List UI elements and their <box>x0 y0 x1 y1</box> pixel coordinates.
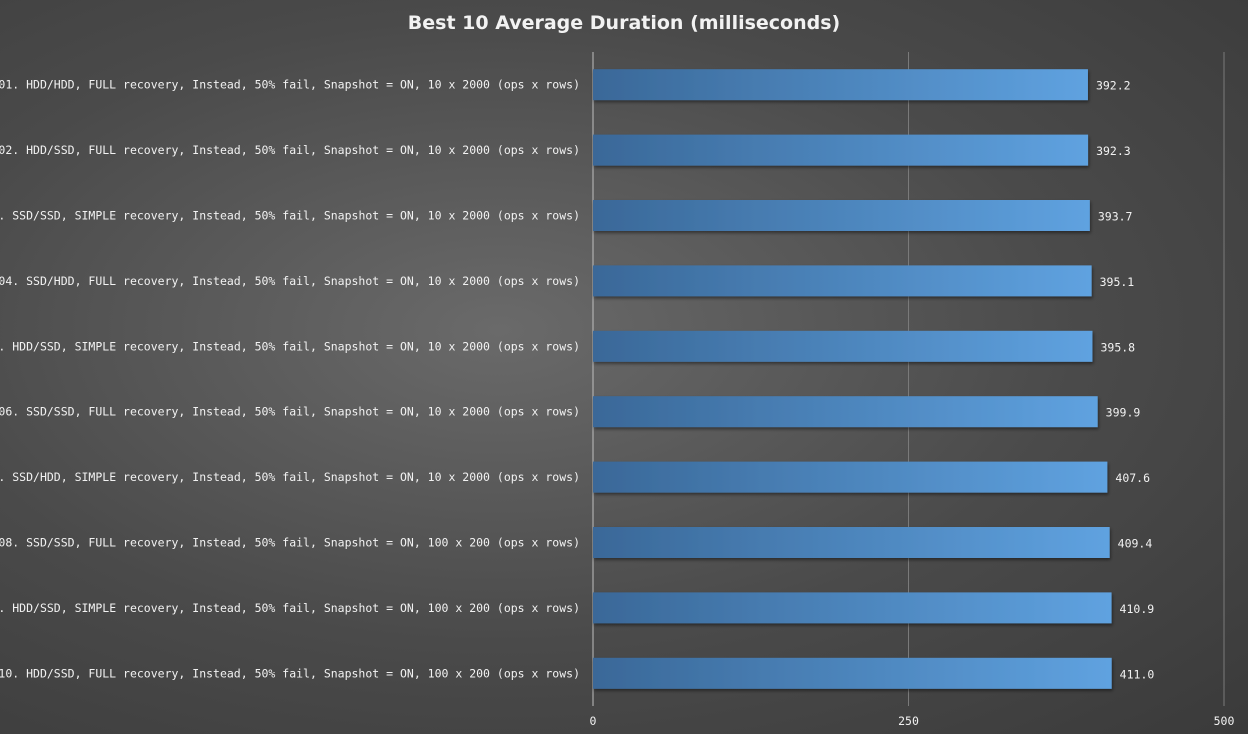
bar <box>593 200 1090 231</box>
bar <box>593 330 1093 362</box>
category-label: 009. HDD/SSD, SIMPLE recovery, Instead, … <box>0 601 580 615</box>
data-label: 395.8 <box>1100 340 1135 354</box>
bar <box>593 657 1112 689</box>
chart-title: Best 10 Average Duration (milliseconds) <box>408 12 840 34</box>
bar <box>593 592 1112 624</box>
bar <box>593 265 1092 297</box>
data-label: 395.1 <box>1100 275 1135 289</box>
data-label: 410.9 <box>1120 602 1155 616</box>
bar <box>593 134 1089 166</box>
category-label: 005. HDD/SSD, SIMPLE recovery, Instead, … <box>0 339 580 353</box>
category-label: 004. SSD/HDD, FULL recovery, Instead, 50… <box>0 274 580 288</box>
data-label: 399.9 <box>1106 406 1141 420</box>
category-label: 010. HDD/SSD, FULL recovery, Instead, 50… <box>0 666 580 680</box>
x-tick-label: 250 <box>898 714 919 728</box>
category-label: 002. HDD/SSD, FULL recovery, Instead, 50… <box>0 143 580 157</box>
data-label: 407.6 <box>1115 471 1150 485</box>
data-label: 393.7 <box>1098 210 1133 224</box>
category-label: 001. HDD/HDD, FULL recovery, Instead, 50… <box>0 78 580 92</box>
bar <box>593 527 1110 558</box>
category-label: 008. SSD/SSD, FULL recovery, Instead, 50… <box>0 536 580 550</box>
x-tick-label: 0 <box>590 714 597 728</box>
category-label: 007. SSD/HDD, SIMPLE recovery, Instead, … <box>0 470 580 484</box>
category-label: 006. SSD/SSD, FULL recovery, Instead, 50… <box>0 405 580 419</box>
bar <box>593 461 1108 493</box>
data-label: 411.0 <box>1120 667 1155 681</box>
bar <box>593 396 1098 428</box>
data-label: 392.3 <box>1096 144 1131 158</box>
data-label: 392.2 <box>1096 79 1131 93</box>
data-label: 409.4 <box>1118 537 1153 551</box>
x-tick-label: 500 <box>1214 714 1235 728</box>
category-label: 003. SSD/SSD, SIMPLE recovery, Instead, … <box>0 209 580 223</box>
bar <box>593 69 1088 101</box>
